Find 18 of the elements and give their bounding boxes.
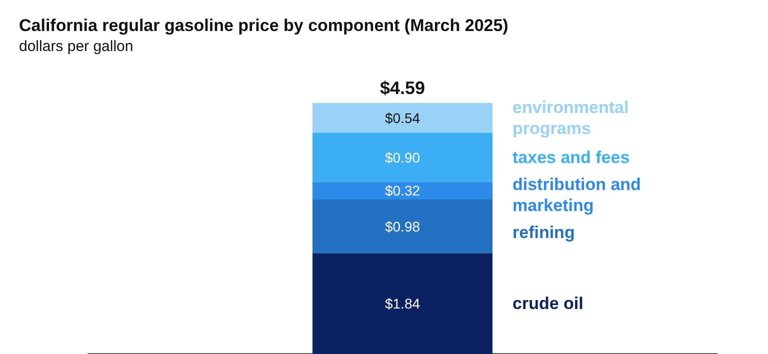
text: dollars per gallon (19, 38, 134, 55)
series-label: distribution and marketing (512, 174, 646, 215)
bar (312, 182, 492, 200)
series-label: refining (512, 222, 575, 242)
series-label: crude oil (512, 294, 584, 314)
data-label: $0.90 (384, 149, 420, 166)
total-label: $4.59 (380, 78, 426, 98)
chart-title: California regular gasoline price by component (March 2025) (19, 16, 508, 35)
series-label: taxes and fees (512, 148, 630, 167)
data-label: $1.84 (384, 296, 420, 312)
data-label: $0.54 (384, 110, 420, 126)
bar (312, 132, 492, 182)
data-label: $0.32 (384, 182, 420, 199)
bar (312, 253, 492, 354)
bar (312, 103, 492, 133)
series-label: environmental programs (512, 98, 634, 138)
data-label: $0.98 (384, 218, 420, 234)
bar (312, 199, 492, 254)
